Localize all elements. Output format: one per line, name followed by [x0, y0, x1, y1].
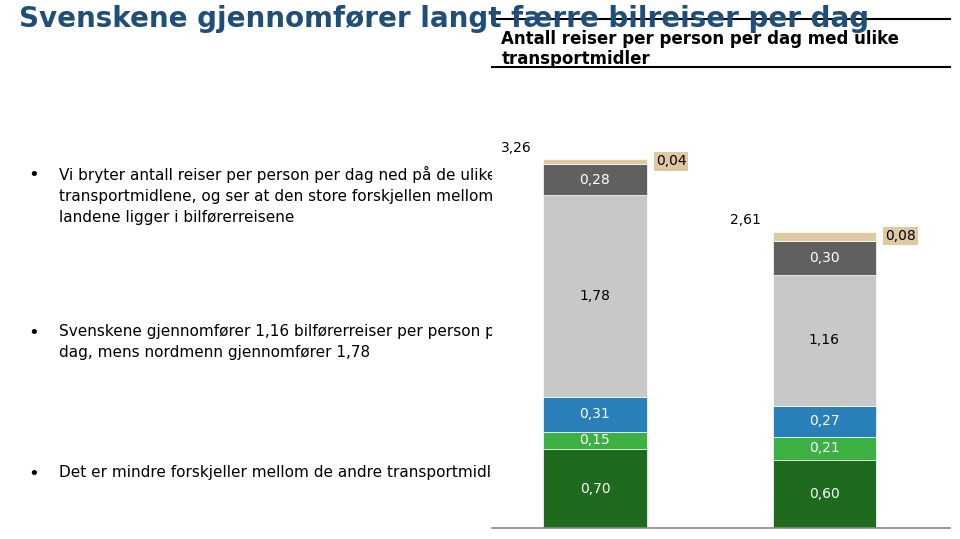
- Text: 1,78: 1,78: [580, 289, 611, 303]
- Text: •: •: [28, 166, 38, 184]
- Text: Svenskene gjennomfører langt færre bilreiser per dag: Svenskene gjennomfører langt færre bilre…: [19, 5, 870, 33]
- Text: 0,28: 0,28: [580, 172, 611, 186]
- Text: Svenskene gjennomfører 1,16 bilførerreiser per person per
dag, mens nordmenn gje: Svenskene gjennomfører 1,16 bilførerreis…: [59, 324, 511, 361]
- Text: 0,31: 0,31: [580, 407, 611, 421]
- Text: 2,61: 2,61: [731, 213, 761, 227]
- Text: Det er mindre forskjeller mellom de andre transportmidlene: Det er mindre forskjeller mellom de andr…: [59, 465, 519, 480]
- Bar: [773, 241, 876, 275]
- Text: 3,26: 3,26: [501, 141, 532, 155]
- Text: 0,27: 0,27: [809, 414, 840, 429]
- Text: Antall reiser per person per dag med ulike: Antall reiser per person per dag med uli…: [501, 30, 900, 47]
- Text: Vi bryter antall reiser per person per dag ned på de ulike
transportmidlene, og : Vi bryter antall reiser per person per d…: [59, 166, 496, 225]
- Text: 0,15: 0,15: [580, 433, 611, 447]
- Bar: [543, 196, 647, 397]
- Bar: [773, 406, 876, 437]
- Bar: [773, 232, 876, 241]
- Bar: [543, 164, 647, 196]
- Bar: [543, 397, 647, 432]
- Bar: [773, 275, 876, 406]
- Text: 0,30: 0,30: [809, 251, 840, 265]
- Bar: [543, 159, 647, 164]
- Text: transportmidler: transportmidler: [501, 50, 650, 67]
- Text: •: •: [28, 465, 38, 483]
- Text: 0,60: 0,60: [809, 487, 840, 501]
- Bar: [773, 437, 876, 460]
- Text: 0,08: 0,08: [885, 229, 916, 243]
- Text: 0,04: 0,04: [656, 155, 686, 169]
- Text: •: •: [28, 324, 38, 342]
- Text: 0,70: 0,70: [580, 482, 611, 495]
- Bar: [543, 432, 647, 449]
- Text: 0,21: 0,21: [809, 441, 840, 455]
- Text: 1,16: 1,16: [808, 333, 840, 347]
- Bar: [773, 460, 876, 528]
- Bar: [543, 449, 647, 528]
